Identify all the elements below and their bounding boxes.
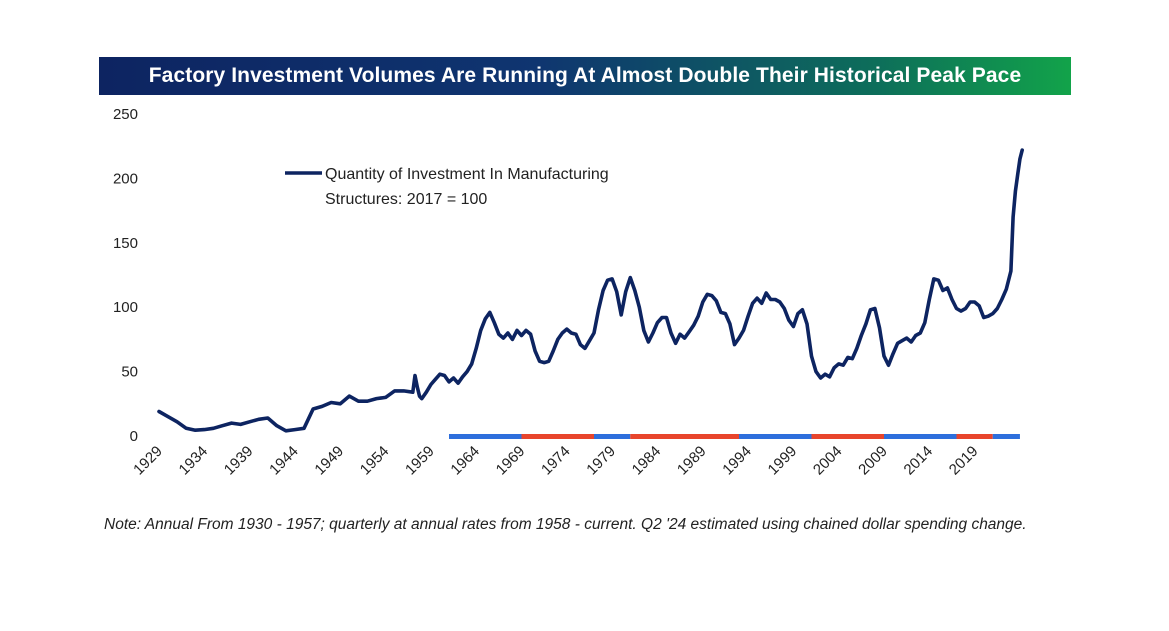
x-tick-label: 2004 bbox=[810, 443, 846, 479]
chart-title: Factory Investment Volumes Are Running A… bbox=[148, 64, 1022, 87]
series-line bbox=[157, 148, 1024, 433]
y-tick-label: 250 bbox=[113, 106, 138, 123]
x-tick-label: 1974 bbox=[538, 443, 574, 479]
presidential-party-bands bbox=[449, 434, 1020, 439]
party-band-republican bbox=[811, 434, 884, 439]
y-tick-label: 200 bbox=[113, 170, 138, 187]
chart-title-banner: Factory Investment Volumes Are Running A… bbox=[99, 57, 1071, 95]
x-tick-label: 1934 bbox=[176, 443, 212, 479]
y-tick-label: 0 bbox=[130, 428, 138, 445]
x-tick-label: 1939 bbox=[221, 443, 257, 479]
y-axis: 0 50 100 150 200 250 bbox=[113, 106, 138, 445]
party-band-democrat bbox=[449, 434, 522, 439]
party-band-democrat bbox=[884, 434, 957, 439]
legend: Quantity of Investment In Manufacturing … bbox=[285, 166, 609, 208]
x-tick-label: 1964 bbox=[447, 443, 483, 479]
y-tick-label: 50 bbox=[121, 364, 138, 381]
x-tick-label: 2019 bbox=[946, 443, 982, 479]
y-tick-label: 100 bbox=[113, 299, 138, 316]
legend-label-line2: Structures: 2017 = 100 bbox=[325, 191, 487, 208]
legend-label-line1: Quantity of Investment In Manufacturing bbox=[325, 166, 609, 183]
x-tick-label: 1959 bbox=[402, 443, 438, 479]
x-tick-label: 1949 bbox=[311, 443, 347, 479]
x-tick-label: 1944 bbox=[266, 443, 302, 479]
x-tick-label: 1969 bbox=[493, 443, 529, 479]
x-tick-label: 1984 bbox=[629, 443, 665, 479]
party-band-republican bbox=[956, 434, 993, 439]
x-tick-label: 2014 bbox=[901, 443, 937, 479]
line-chart: 0 50 100 150 200 250 1929 1934 1939 1944 1949 1954… bbox=[113, 106, 1024, 479]
party-band-democrat bbox=[992, 434, 1020, 439]
footnote: Note: Annual From 1930 - 1957; quarterly… bbox=[104, 516, 1027, 533]
party-band-republican bbox=[521, 434, 594, 439]
x-tick-label: 1954 bbox=[357, 443, 393, 479]
party-band-democrat bbox=[739, 434, 812, 439]
party-band-democrat bbox=[594, 434, 631, 439]
y-tick-label: 150 bbox=[113, 235, 138, 252]
x-tick-label: 1994 bbox=[719, 443, 755, 479]
party-band-republican bbox=[630, 434, 739, 439]
x-tick-label: 2009 bbox=[855, 443, 891, 479]
x-tick-label: 1979 bbox=[583, 443, 619, 479]
x-tick-label: 1999 bbox=[765, 443, 801, 479]
x-tick-label: 1989 bbox=[674, 443, 710, 479]
x-axis: 1929 1934 1939 1944 1949 1954 1959 1964 1969 1974… bbox=[130, 443, 981, 479]
x-tick-label: 1929 bbox=[130, 443, 166, 479]
